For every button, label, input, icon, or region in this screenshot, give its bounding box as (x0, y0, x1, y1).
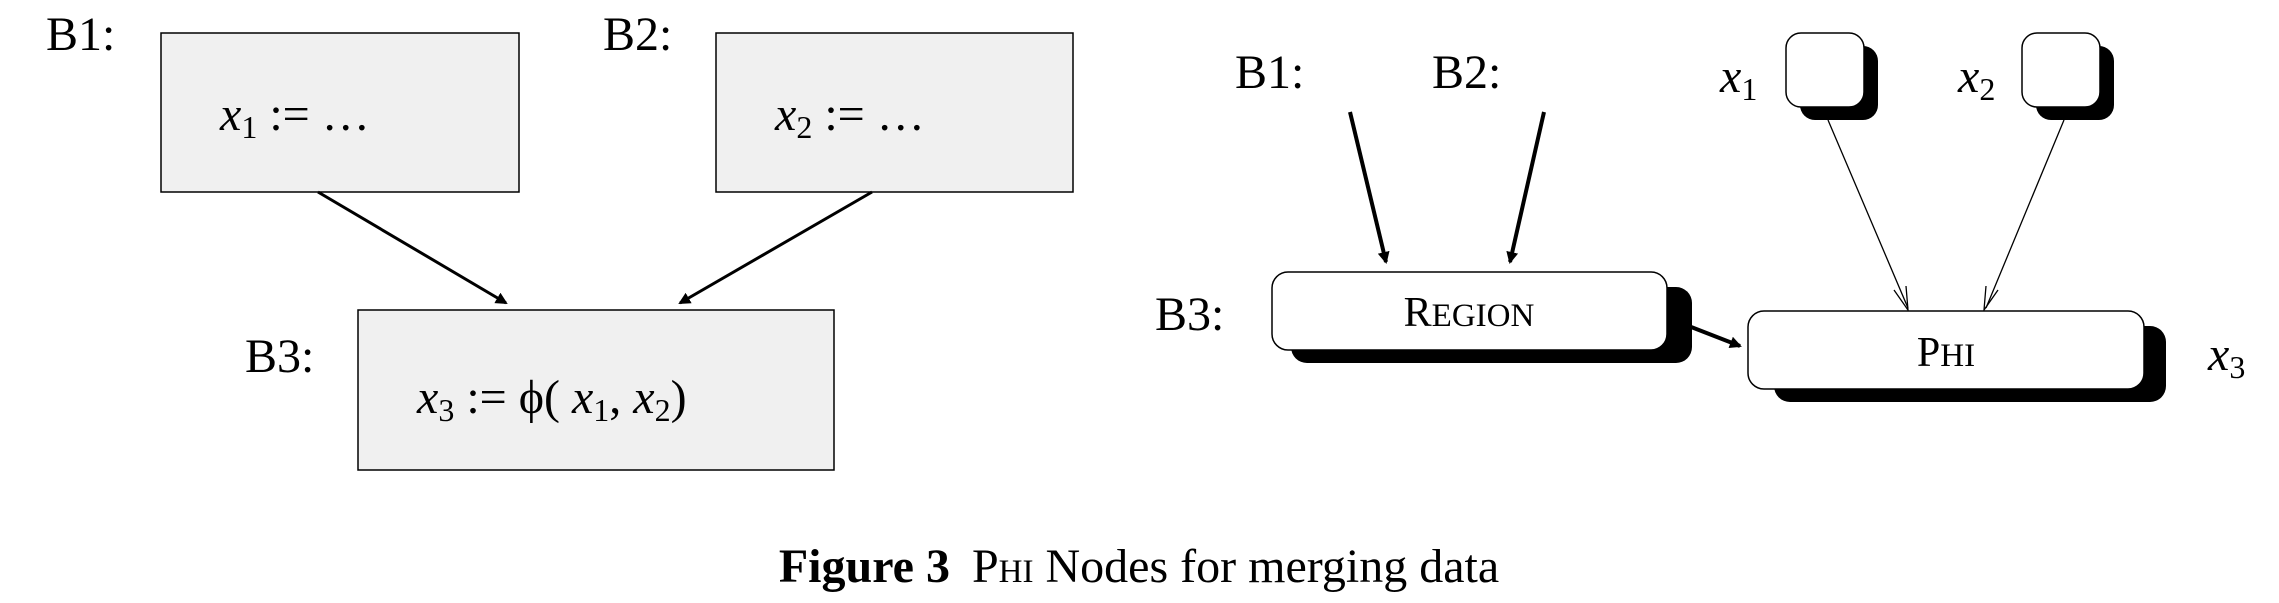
graph-b3-label: B3: (1155, 288, 1224, 341)
graph-edge-region-phi (1667, 316, 1742, 348)
cfg-diagram: B1: x1:= … B2: x2:= … B3: x3:= ϕ(x1, x2) (46, 8, 1074, 471)
cfg-block-b2 (715, 32, 1074, 193)
graph-edge-x1-phi (1827, 119, 1909, 309)
graph-edge-x2-phi (1985, 119, 2065, 309)
graph-x2-label: x2 (1957, 50, 1995, 107)
cfg-b3-label: B3: (245, 330, 314, 383)
cfg-block-b1 (160, 32, 520, 193)
cfg-edge-b1-b3 (317, 190, 508, 305)
cfg-b2-label: B2: (603, 8, 672, 61)
graph-b1-label: B1: (1235, 46, 1304, 99)
graph-region-node (1271, 271, 1668, 351)
cfg-b2-code: x2:= … (774, 88, 925, 145)
cfg-edge-b2-b3 (678, 190, 873, 305)
graph-phi-node (1747, 310, 2145, 390)
figure-caption: Figure 3 PHI Nodes for merging data (779, 540, 1499, 593)
graph-b2-label: B2: (1432, 46, 1501, 99)
cfg-b1-label: B1: (46, 8, 115, 61)
node-graph: B1: B2: B3: x1 x2 REGION PHI x3 (1155, 32, 2245, 402)
graph-edge-x2-phi-head (1983, 285, 1999, 313)
cfg-b1-code: x1:= … (219, 88, 370, 145)
graph-x3-label: x3 (2207, 328, 2245, 385)
graph-region-label: REGION (1404, 290, 1535, 336)
graph-edge-x1-phi-head (1893, 285, 1909, 313)
cfg-b3-code: x3:= ϕ(x1, x2) (416, 371, 687, 428)
graph-x1-node (1785, 32, 1865, 108)
graph-phi-label: PHI (1917, 330, 1975, 376)
graph-x2-node (2021, 32, 2101, 108)
graph-edge-b2-region (1506, 111, 1546, 264)
graph-edge-b1-region (1348, 111, 1390, 264)
graph-x1-label: x1 (1719, 50, 1757, 107)
cfg-block-b3 (357, 309, 835, 471)
